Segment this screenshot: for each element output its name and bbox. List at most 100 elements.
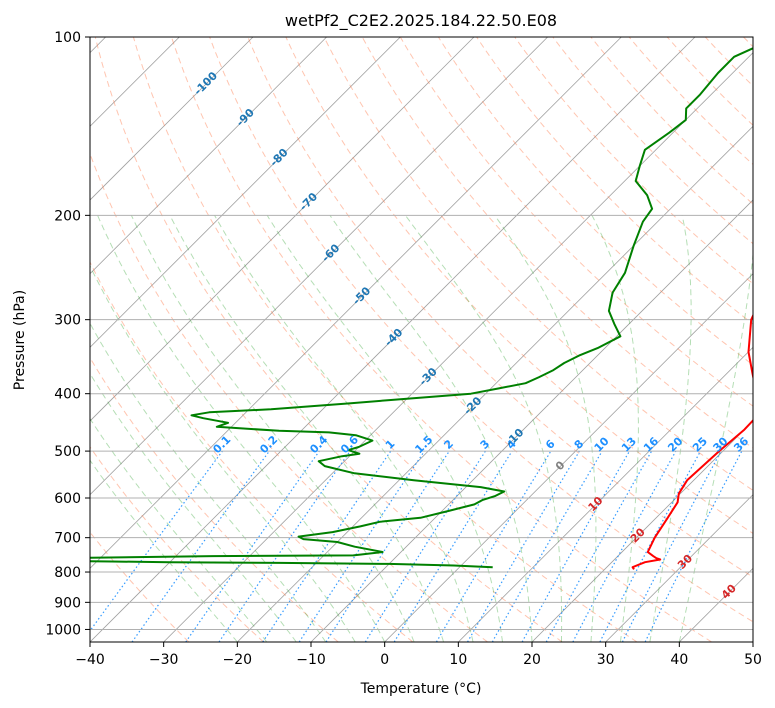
y-tick-label: 200 bbox=[54, 208, 81, 224]
dry-adiabat-line bbox=[247, 37, 753, 578]
moist-adiabat-line bbox=[678, 250, 753, 642]
moist-adiabat-line bbox=[90, 417, 268, 642]
dry-adiabat-line bbox=[90, 152, 488, 642]
mixing-ratio-line bbox=[131, 450, 270, 642]
y-axis: 100 200 300 400 500 600 700 800 900 1000 bbox=[45, 30, 90, 638]
mixing-ratio-label: 13 bbox=[619, 435, 639, 455]
moist-adiabat-line bbox=[169, 215, 445, 642]
mixing-ratio-label: 0.2 bbox=[257, 433, 280, 456]
mixing-ratio-line bbox=[218, 450, 351, 642]
isotherm-label: -60 bbox=[319, 241, 342, 264]
mixing-ratio-line bbox=[572, 450, 677, 642]
x-tick-label: −10 bbox=[296, 652, 326, 668]
moist-adiabat-line bbox=[266, 215, 503, 642]
isotherm-label: 20 bbox=[628, 525, 648, 545]
y-tick-label: 400 bbox=[54, 387, 81, 403]
dry-adiabat-line bbox=[90, 260, 414, 642]
dry-adiabat-line bbox=[323, 37, 753, 491]
skewt-background-lines bbox=[90, 37, 753, 642]
isotherm-line bbox=[237, 125, 753, 642]
mixing-ratio-label: 3 bbox=[478, 437, 493, 452]
chart-title: wetPf2_C2E2.2025.184.22.50.E08 bbox=[285, 11, 557, 31]
x-tick-label: −30 bbox=[149, 652, 179, 668]
dry-adiabat-line bbox=[666, 37, 753, 126]
isotherm-line bbox=[531, 420, 753, 642]
isotherm-line bbox=[163, 52, 753, 642]
isotherm-label: 30 bbox=[675, 552, 695, 572]
y-tick-label: 300 bbox=[54, 313, 81, 329]
dry-adiabat-line bbox=[132, 37, 638, 642]
isotherm-line bbox=[90, 37, 254, 201]
dry-adiabat-line bbox=[476, 37, 753, 325]
isotherm-label: -100 bbox=[191, 69, 220, 98]
pressure-gridlines bbox=[90, 37, 753, 630]
mixing-ratio-label: 0.1 bbox=[210, 433, 233, 456]
isotherm-line bbox=[90, 37, 548, 496]
profile-series bbox=[90, 47, 753, 570]
dry-adiabat-line bbox=[90, 446, 264, 642]
isotherm-line bbox=[90, 37, 327, 275]
isotherm-line bbox=[90, 37, 622, 569]
isotherm-label: 10 bbox=[586, 494, 606, 514]
y-tick-label: 900 bbox=[54, 595, 81, 611]
moist-adiabat-line bbox=[591, 215, 639, 642]
dry-adiabat-line bbox=[743, 37, 753, 48]
x-axis-label: Temperature (°C) bbox=[360, 681, 482, 697]
x-tick-label: −40 bbox=[75, 652, 105, 668]
x-tick-label: 10 bbox=[449, 652, 467, 668]
isotherm-line bbox=[605, 494, 753, 642]
isotherm-label: 0 bbox=[553, 458, 568, 473]
plot-frame bbox=[89, 36, 754, 643]
dry-adiabat-line bbox=[171, 37, 712, 642]
isotherm-label: -80 bbox=[267, 146, 290, 169]
moist-adiabat-line bbox=[90, 372, 297, 642]
isotherm-line bbox=[90, 37, 696, 642]
y-tick-label: 600 bbox=[54, 491, 81, 507]
dry-adiabat-line bbox=[704, 37, 753, 87]
isotherm-line bbox=[90, 37, 401, 348]
moist-adiabat-line bbox=[90, 459, 238, 642]
dry-adiabat-line bbox=[94, 37, 563, 642]
y-tick-label: 1000 bbox=[45, 622, 81, 638]
moist-adiabat-line bbox=[90, 322, 327, 642]
mixing-ratio-line bbox=[393, 450, 513, 642]
moist-adiabat-line bbox=[404, 215, 563, 642]
mixing-ratio-line bbox=[185, 450, 320, 642]
isotherm-label: -90 bbox=[234, 106, 257, 129]
mixing-ratio-line bbox=[644, 450, 743, 642]
skewt-line-labels: 0.1 0.2 0.4 0.6 1 1.5 2 3 4 6 8 10 13 16 20 25 30 36-100-… bbox=[191, 69, 751, 602]
moist-adiabat-line bbox=[214, 215, 474, 642]
isotherm-line bbox=[752, 641, 753, 642]
y-tick-label: 500 bbox=[54, 444, 81, 460]
dry-adiabat-line bbox=[514, 37, 753, 285]
isotherm-label: -50 bbox=[350, 284, 373, 307]
mixing-ratio-line bbox=[325, 450, 450, 642]
y-tick-label: 800 bbox=[54, 565, 81, 581]
x-tick-label: 20 bbox=[523, 652, 541, 668]
moist-adiabat-line bbox=[649, 215, 692, 642]
mixing-ratio-line bbox=[364, 450, 486, 642]
moist-adiabat-line bbox=[130, 215, 415, 642]
mixing-ratio-label: 8 bbox=[572, 437, 587, 452]
dewpoint-profile-line bbox=[90, 47, 753, 569]
y-tick-label: 700 bbox=[54, 531, 81, 547]
x-tick-label: 50 bbox=[744, 652, 762, 668]
temperature-profile-line bbox=[631, 313, 753, 570]
isotherm-line bbox=[384, 273, 753, 642]
isotherm-label: 40 bbox=[719, 582, 739, 602]
dry-adiabat-line bbox=[590, 37, 753, 205]
x-axis: −40 −30 −20 −10 0 10 20 30 40 50 bbox=[75, 642, 762, 668]
isotherm-line bbox=[458, 346, 753, 642]
y-axis-label: Pressure (hPa) bbox=[12, 290, 28, 390]
mixing-ratio-line bbox=[466, 450, 580, 642]
moist-adiabat-line bbox=[97, 215, 386, 642]
mixing-ratio-line bbox=[262, 450, 392, 642]
mixing-ratio-label: 0.4 bbox=[307, 433, 330, 456]
dry-adiabat-line bbox=[437, 37, 753, 366]
isotherm-label: -30 bbox=[417, 365, 440, 388]
isotherm-label: -70 bbox=[297, 190, 320, 213]
x-tick-label: 30 bbox=[597, 652, 615, 668]
mixing-ratio-line bbox=[90, 450, 223, 632]
isotherm-line bbox=[679, 567, 753, 642]
